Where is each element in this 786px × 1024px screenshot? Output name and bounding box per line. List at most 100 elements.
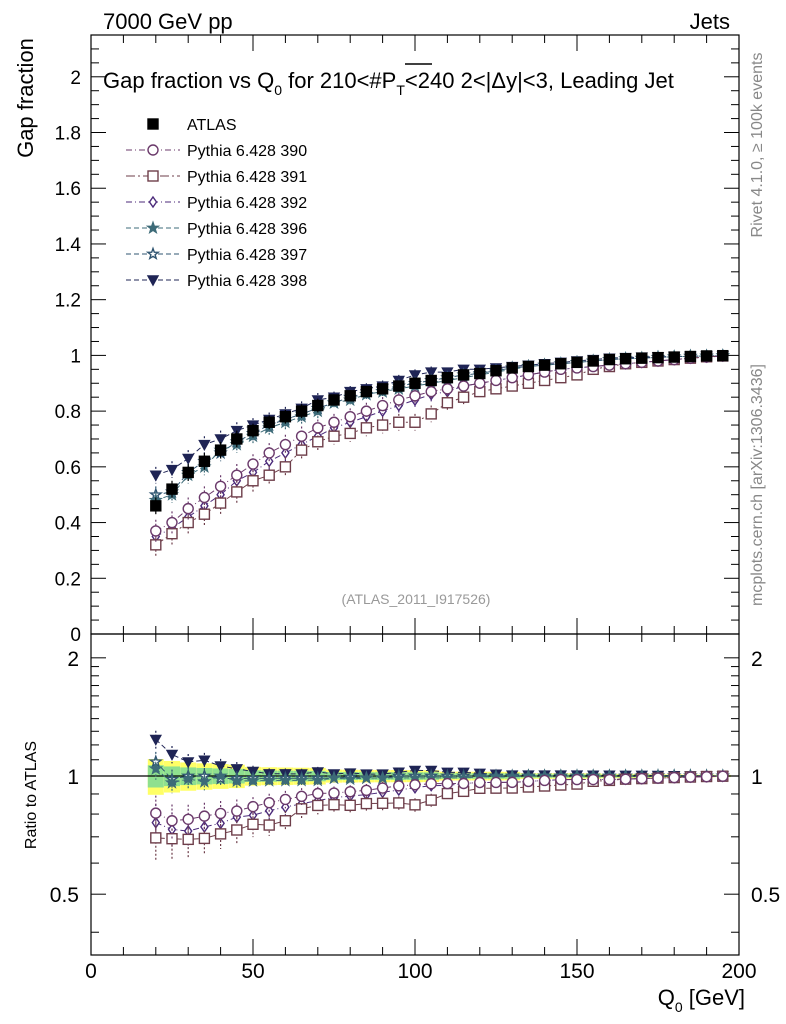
data-point-marker xyxy=(376,383,389,395)
data-point-marker xyxy=(145,220,161,235)
ratio-y-tick-label-right: 2 xyxy=(751,648,763,671)
main-y-tick-label: 1.2 xyxy=(55,291,81,312)
data-point-marker xyxy=(474,377,486,389)
data-point-marker xyxy=(425,385,437,398)
data-point-marker xyxy=(457,380,470,392)
data-point-marker xyxy=(490,365,502,377)
data-point-marker xyxy=(312,422,324,434)
data-point-marker xyxy=(149,470,162,482)
data-point-marker xyxy=(571,356,583,369)
legend-item-390: Pythia 6.428 390 xyxy=(126,143,307,160)
data-point-marker xyxy=(182,466,194,479)
data-point-marker xyxy=(231,469,243,481)
mcplots-label: mcplots.cern.ch [arXiv:1306.3436] xyxy=(749,364,766,606)
main-y-tick-label: 0 xyxy=(70,625,81,646)
data-point-marker xyxy=(360,784,373,797)
legend: ATLAS Pythia 6.428 390 Pythia 6.428 391 Pyt… xyxy=(126,117,307,290)
data-point-marker xyxy=(312,399,324,412)
data-point-marker xyxy=(150,832,162,844)
data-point-marker xyxy=(474,367,486,380)
data-point-marker xyxy=(279,438,292,451)
data-point-marker xyxy=(636,772,648,785)
data-point-marker xyxy=(182,502,194,515)
ratio-series-line xyxy=(155,775,723,832)
data-point-marker xyxy=(441,397,454,409)
data-point-marker xyxy=(312,787,324,800)
data-point-marker xyxy=(376,419,389,431)
data-point-marker xyxy=(149,734,162,746)
main-y-tick-label: 1 xyxy=(70,346,81,367)
data-point-marker xyxy=(587,773,599,786)
data-point-marker xyxy=(555,773,567,786)
data-point-marker xyxy=(279,410,292,423)
data-point-marker xyxy=(538,774,551,787)
data-point-marker xyxy=(344,390,356,402)
data-point-marker xyxy=(328,787,340,799)
data-point-marker xyxy=(213,768,228,783)
data-point-marker xyxy=(376,399,389,412)
data-point-marker xyxy=(393,380,405,392)
data-point-marker xyxy=(166,483,178,495)
data-point-marker xyxy=(425,374,437,387)
analysis-watermark: (ATLAS_2011_I917526) xyxy=(342,591,491,607)
data-point-marker xyxy=(587,355,599,367)
ratio-y-tick-label: 2 xyxy=(67,648,79,671)
header-left: 7000 GeV pp xyxy=(103,9,233,34)
data-point-marker xyxy=(668,351,680,363)
data-point-marker xyxy=(393,797,405,809)
data-point-marker xyxy=(376,797,389,809)
data-point-marker xyxy=(326,770,342,785)
data-point-marker xyxy=(312,799,324,812)
data-point-marker xyxy=(216,817,225,830)
data-point-marker xyxy=(181,771,196,786)
x-axis-label: Q0 [GeV] xyxy=(658,985,745,1015)
data-point-marker xyxy=(148,195,158,209)
data-point-marker xyxy=(393,780,405,792)
data-point-marker xyxy=(441,787,454,800)
data-point-marker xyxy=(571,773,583,786)
data-point-marker xyxy=(344,427,356,440)
data-point-marker xyxy=(182,453,195,465)
ratio-y-axis-label: Ratio to ATLAS xyxy=(23,741,40,849)
legend-item-398: Pythia 6.428 398 xyxy=(126,273,307,290)
ratio-y-tick-label: 0.5 xyxy=(50,884,79,907)
data-point-marker xyxy=(360,405,373,417)
x-tick-label: 150 xyxy=(559,960,594,983)
data-point-marker xyxy=(490,374,502,387)
data-point-marker xyxy=(409,779,421,791)
data-point-marker xyxy=(214,761,227,773)
data-point-marker xyxy=(150,525,162,537)
data-point-marker xyxy=(148,761,163,775)
main-axis-ticks: 0 0.2 0.4 0.6 0.8 1 1.2 1.4 1.6 1.8 2 xyxy=(55,35,740,646)
data-point-marker xyxy=(393,416,405,428)
header-right: Jets xyxy=(690,9,730,34)
data-point-marker xyxy=(295,803,308,815)
data-point-marker xyxy=(247,800,259,813)
main-y-tick-label: 1.6 xyxy=(55,179,81,200)
data-point-marker xyxy=(214,828,227,840)
data-point-marker xyxy=(457,369,470,381)
data-point-marker xyxy=(295,444,308,456)
data-point-marker xyxy=(425,408,437,420)
data-point-marker xyxy=(147,170,159,182)
data-point-marker xyxy=(360,797,373,810)
data-point-marker xyxy=(522,360,535,373)
data-point-marker xyxy=(262,773,277,787)
data-point-marker xyxy=(146,275,160,287)
main-y-tick-label: 1.4 xyxy=(55,235,82,256)
data-point-marker xyxy=(147,144,159,156)
data-point-marker xyxy=(147,118,159,130)
legend-item-397: Pythia 6.428 397 xyxy=(126,246,307,264)
main-y-tick-label: 0.8 xyxy=(55,402,81,423)
x-tick-label: 100 xyxy=(397,960,432,983)
data-point-marker xyxy=(279,461,292,473)
data-point-marker xyxy=(717,770,729,782)
x-tick-label: 200 xyxy=(721,960,756,983)
main-y-tick-label: 0.6 xyxy=(55,458,81,479)
legend-item-ATLAS: ATLAS xyxy=(147,117,237,134)
data-point-marker xyxy=(295,790,308,803)
data-point-marker xyxy=(490,776,502,789)
data-point-marker xyxy=(247,458,259,470)
data-point-marker xyxy=(506,362,518,374)
data-point-marker xyxy=(328,394,340,406)
